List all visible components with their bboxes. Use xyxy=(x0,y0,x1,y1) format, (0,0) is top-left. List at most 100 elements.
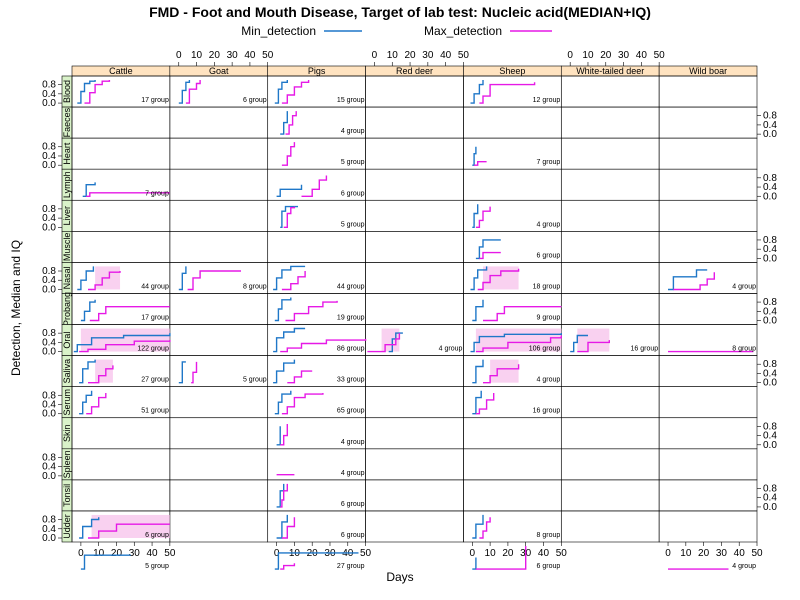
x-tick-label: 10 xyxy=(191,50,203,61)
min-detection-line xyxy=(470,80,484,104)
max-detection-line xyxy=(281,393,324,415)
max-detection-line xyxy=(79,340,171,353)
x-tick-label: 50 xyxy=(556,548,568,559)
max-detection-line xyxy=(483,364,520,384)
x-axis-label: Days xyxy=(386,570,413,584)
panel-frame xyxy=(169,106,269,139)
iq-band xyxy=(483,266,519,290)
y-tick-label: 0.8 xyxy=(42,142,56,153)
iq-band xyxy=(490,359,519,383)
y-tick-label: 0.4 xyxy=(763,368,777,379)
max-detection-line xyxy=(287,370,313,384)
group-count-label: 4 group xyxy=(537,377,561,384)
x-tick-label: 10 xyxy=(680,548,692,559)
y-tick-label: 0.8 xyxy=(42,266,56,277)
max-detection-line xyxy=(88,523,170,539)
min-detection-line xyxy=(273,327,306,353)
strip-sample-label: Nasal xyxy=(62,266,72,289)
min-detection-line xyxy=(80,554,131,570)
panel-frame xyxy=(71,417,171,450)
panel-frame xyxy=(560,75,660,108)
strip-sample-label: Muscle xyxy=(62,233,72,262)
group-count-label: 6 group xyxy=(341,190,365,197)
y-tick-label: 0.0 xyxy=(763,129,777,140)
group-count-label: 17 group xyxy=(141,97,169,104)
max-detection-line xyxy=(285,111,297,135)
panel-frame xyxy=(365,231,464,263)
y-tick-label: 0.0 xyxy=(42,409,56,420)
group-count-label: 8 group xyxy=(537,532,561,539)
x-tick-label: 40 xyxy=(538,548,550,559)
strip-sample-label: Lymph xyxy=(62,171,72,198)
max-detection-line xyxy=(191,361,198,384)
x-tick-label: 20 xyxy=(404,50,416,61)
min-detection-line xyxy=(274,80,288,104)
group-count-label: 6 group xyxy=(537,252,561,259)
min-detection-line xyxy=(178,361,186,384)
panel-frame xyxy=(365,355,464,387)
panel-frame xyxy=(169,324,269,356)
max-detection-line xyxy=(86,192,170,197)
y-tick-label: 0.8 xyxy=(42,328,56,339)
max-detection-line xyxy=(283,206,296,228)
group-count-label: 8 group xyxy=(732,346,756,353)
iq-band xyxy=(381,328,400,352)
legend-max-label: Max_detection xyxy=(424,24,502,38)
y-tick-label: 0.8 xyxy=(763,173,777,184)
panel-frame xyxy=(71,106,171,139)
strip-species-label: Sheep xyxy=(499,66,525,76)
max-detection-line xyxy=(577,340,610,353)
min-detection-line xyxy=(472,146,477,166)
max-detection-line xyxy=(479,82,536,104)
panel-frame xyxy=(560,199,660,232)
group-count-label: 16 group xyxy=(631,346,659,353)
y-tick-label: 0.8 xyxy=(42,390,56,401)
legend-min-label: Min_detection xyxy=(241,24,316,38)
group-count-label: 27 group xyxy=(337,563,365,570)
strip-species-label: Red deer xyxy=(396,66,433,76)
y-tick-label: 0.4 xyxy=(42,275,56,286)
max-detection-line xyxy=(281,271,306,291)
y-tick-label: 0.4 xyxy=(42,462,56,473)
max-detection-line xyxy=(285,300,338,322)
y-tick-label: 0.4 xyxy=(42,151,56,162)
min-detection-line xyxy=(77,80,96,104)
panel-frame xyxy=(560,510,660,543)
group-count-label: 7 group xyxy=(537,159,561,166)
panel-frame xyxy=(560,417,660,450)
y-tick-label: 0.8 xyxy=(763,297,777,308)
y-tick-label: 0.0 xyxy=(42,533,56,544)
group-count-label: 27 group xyxy=(141,377,169,384)
panel-frame xyxy=(560,355,660,387)
panel-frame xyxy=(365,199,464,232)
strip-sample-label: Udder xyxy=(62,514,72,539)
x-tick-label: 20 xyxy=(600,50,612,61)
x-tick-label: 0 xyxy=(372,50,378,61)
panel-frame xyxy=(658,293,758,325)
panel-frame xyxy=(463,448,562,481)
x-tick-label: 10 xyxy=(582,50,594,61)
x-tick-label: 0 xyxy=(567,50,573,61)
strip-sample-label: Serum xyxy=(62,389,72,416)
y-tick-label: 0.0 xyxy=(42,347,56,358)
group-count-label: 5 group xyxy=(341,221,365,228)
panel-frame xyxy=(560,448,660,481)
y-tick-label: 0.4 xyxy=(42,89,56,100)
group-count-label: 4 group xyxy=(732,283,756,290)
legend: Min_detection Max_detection xyxy=(241,24,552,38)
y-tick-label: 0.4 xyxy=(763,244,777,255)
panel-frame xyxy=(169,293,269,325)
iq-band xyxy=(91,514,170,538)
panel-frame xyxy=(658,510,758,543)
min-detection-line xyxy=(470,333,562,353)
max-detection-line xyxy=(479,517,491,539)
x-tick-label: 50 xyxy=(751,548,763,559)
y-tick-label: 0.8 xyxy=(42,452,56,463)
group-count-label: 6 group xyxy=(145,532,169,539)
y-tick-label: 0.8 xyxy=(42,204,56,215)
max-detection-line xyxy=(280,424,288,446)
strip-sample-label: Spleen xyxy=(62,450,72,478)
panel-frame xyxy=(560,231,660,263)
y-tick-label: 0.0 xyxy=(763,502,777,513)
y-tick-label: 0.4 xyxy=(42,337,56,348)
